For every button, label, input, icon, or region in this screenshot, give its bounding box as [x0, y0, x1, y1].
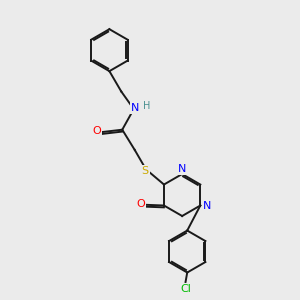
Text: H: H [143, 101, 150, 111]
Text: N: N [131, 103, 140, 113]
Text: O: O [136, 200, 145, 209]
Text: Cl: Cl [180, 284, 191, 294]
Text: S: S [142, 166, 149, 176]
Text: N: N [202, 201, 211, 211]
Text: O: O [92, 126, 101, 136]
Text: N: N [178, 164, 187, 174]
